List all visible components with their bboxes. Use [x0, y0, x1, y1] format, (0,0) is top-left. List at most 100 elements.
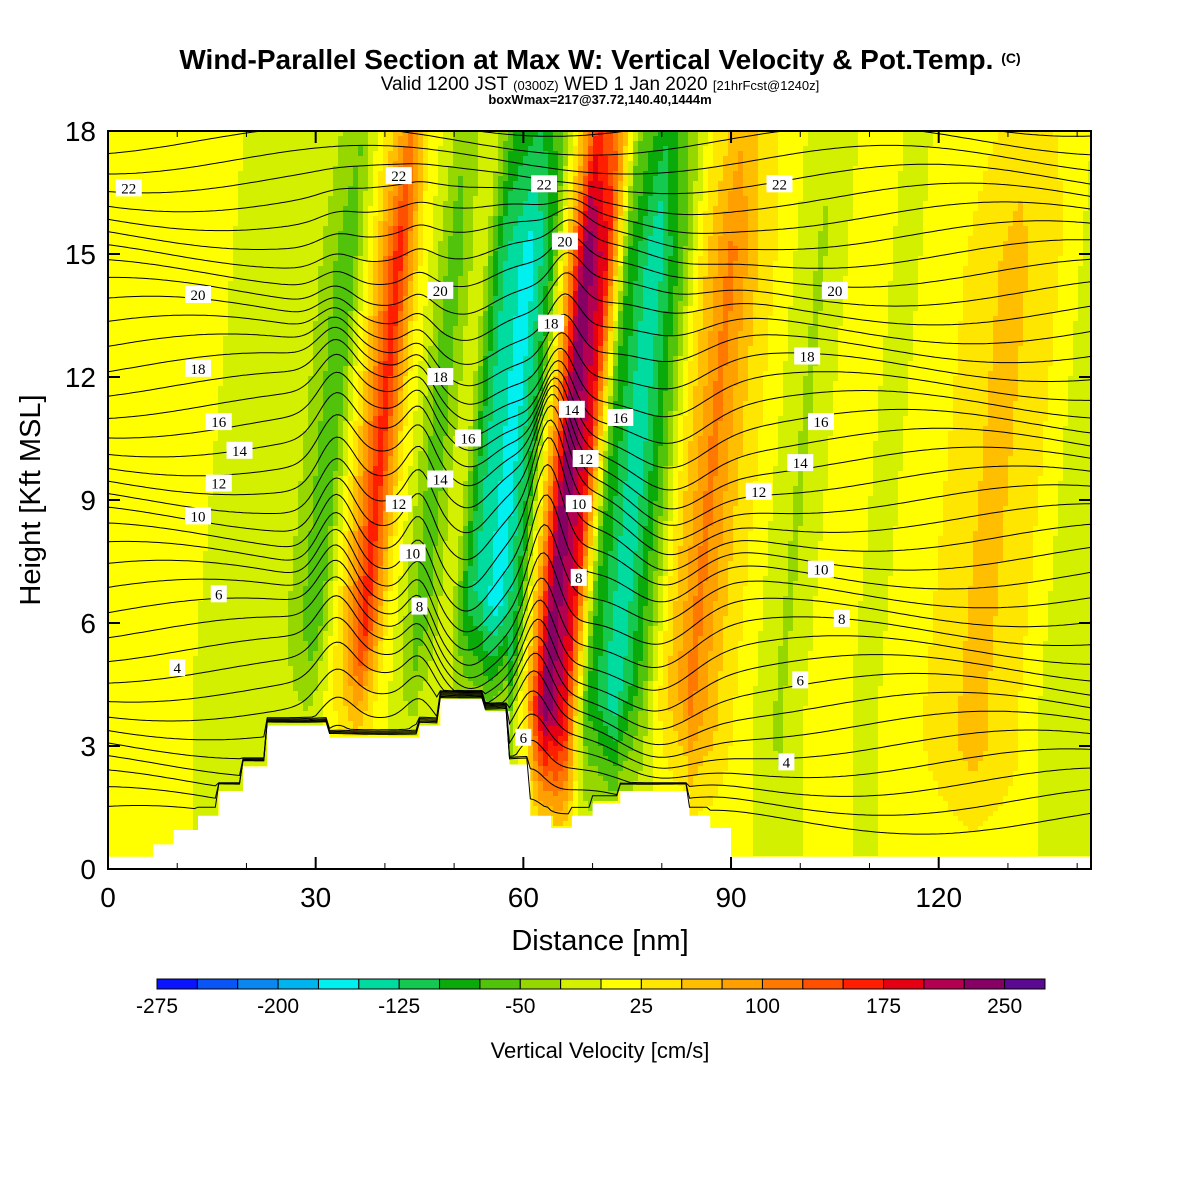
- field-cell: [868, 156, 874, 162]
- field-cell: [358, 171, 364, 177]
- field-cell: [388, 161, 394, 167]
- field-cell: [913, 151, 919, 157]
- field-cell: [278, 141, 284, 147]
- field-cell: [218, 171, 224, 177]
- field-cell: [583, 146, 589, 152]
- field-cell: [358, 156, 364, 162]
- field-cell: [348, 146, 354, 152]
- field-cell: [858, 136, 864, 142]
- field-cell: [563, 161, 569, 167]
- field-cell: [648, 161, 654, 167]
- field-cell: [433, 171, 439, 177]
- field-cell: [138, 171, 144, 177]
- field-cell: [258, 171, 264, 177]
- field-cell: [503, 136, 509, 142]
- field-cell: [448, 171, 454, 177]
- field-cell: [1078, 141, 1084, 147]
- field-cell: [528, 141, 534, 147]
- field-cell: [833, 156, 839, 162]
- field-cell: [1058, 151, 1064, 157]
- field-cell: [848, 141, 854, 147]
- field-cell: [648, 156, 654, 162]
- field-cell: [568, 141, 574, 147]
- field-cell: [338, 151, 344, 157]
- field-cell: [728, 171, 734, 177]
- field-cell: [998, 136, 1004, 142]
- field-cell: [183, 171, 189, 177]
- field-cell: [673, 156, 679, 162]
- field-cell: [138, 136, 144, 142]
- field-cell: [903, 156, 909, 162]
- field-cell: [813, 161, 819, 167]
- field-cell: [838, 151, 844, 157]
- field-cell: [288, 141, 294, 147]
- field-cell: [363, 151, 369, 157]
- field-cell: [773, 136, 779, 142]
- field-cell: [583, 161, 589, 167]
- field-cell: [158, 161, 164, 167]
- field-cell: [968, 156, 974, 162]
- field-cell: [853, 156, 859, 162]
- field-cell: [498, 151, 504, 157]
- field-cell: [578, 146, 584, 152]
- field-cell: [353, 171, 359, 177]
- field-cell: [783, 141, 789, 147]
- field-cell: [483, 151, 489, 157]
- field-cell: [708, 156, 714, 162]
- field-cell: [1083, 161, 1089, 167]
- field-cell: [138, 151, 144, 157]
- field-cell: [873, 146, 879, 152]
- field-cell: [808, 141, 814, 147]
- field-cell: [128, 166, 134, 172]
- field-cell: [253, 161, 259, 167]
- field-cell: [368, 146, 374, 152]
- field-cell: [368, 166, 374, 172]
- field-cell: [943, 166, 949, 172]
- field-cell: [423, 136, 429, 142]
- field-cell: [593, 166, 599, 172]
- field-cell: [238, 161, 244, 167]
- field-cell: [208, 156, 214, 162]
- field-cell: [803, 166, 809, 172]
- field-cell: [733, 156, 739, 162]
- field-cell: [168, 171, 174, 177]
- field-cell: [898, 161, 904, 167]
- field-cell: [838, 146, 844, 152]
- field-cell: [643, 136, 649, 142]
- field-cell: [143, 151, 149, 157]
- field-cell: [188, 171, 194, 177]
- field-cell: [458, 156, 464, 162]
- field-cell: [133, 136, 139, 142]
- field-cell: [558, 171, 564, 177]
- field-cell: [853, 171, 859, 177]
- field-cell: [453, 161, 459, 167]
- field-cell: [863, 136, 869, 142]
- field-cell: [893, 136, 899, 142]
- field-cell: [743, 146, 749, 152]
- field-cell: [603, 146, 609, 152]
- field-cell: [768, 166, 774, 172]
- field-cell: [493, 141, 499, 147]
- field-cell: [983, 156, 989, 162]
- field-cell: [598, 146, 604, 152]
- field-cell: [1038, 151, 1044, 157]
- field-cell: [263, 171, 269, 177]
- field-cell: [263, 141, 269, 147]
- field-cell: [828, 156, 834, 162]
- field-cell: [1083, 136, 1089, 142]
- field-cell: [543, 141, 549, 147]
- field-cell: [1073, 136, 1079, 142]
- field-cell: [738, 166, 744, 172]
- field-cell: [163, 136, 169, 142]
- field-cell: [373, 171, 379, 177]
- field-cell: [868, 171, 874, 177]
- field-cell: [843, 136, 849, 142]
- field-cell: [268, 146, 274, 152]
- field-cell: [378, 166, 384, 172]
- field-cell: [1033, 136, 1039, 142]
- field-cell: [238, 151, 244, 157]
- field-cell: [973, 146, 979, 152]
- field-cell: [588, 151, 594, 157]
- field-cell: [1038, 136, 1044, 142]
- field-cell: [548, 156, 554, 162]
